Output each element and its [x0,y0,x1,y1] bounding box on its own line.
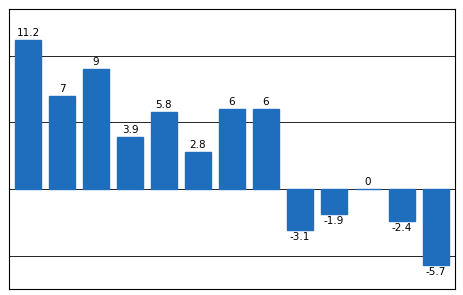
Text: 9: 9 [93,57,99,67]
Bar [151,112,176,189]
Bar [422,189,448,265]
Bar [49,96,75,189]
Bar [320,189,346,214]
Text: 0: 0 [364,177,370,187]
Bar [185,152,210,189]
Bar [253,109,278,189]
Text: -3.1: -3.1 [289,232,310,242]
Bar [117,137,143,189]
Bar [15,40,41,189]
Bar [388,189,414,221]
Text: -1.9: -1.9 [323,216,344,226]
Text: 6: 6 [228,97,235,107]
Text: 5.8: 5.8 [156,100,172,110]
Text: 3.9: 3.9 [121,125,138,135]
Text: 2.8: 2.8 [189,140,206,150]
Text: -2.4: -2.4 [391,223,411,233]
Text: 11.2: 11.2 [16,27,39,37]
Bar [83,69,108,189]
Text: -5.7: -5.7 [425,267,445,277]
Bar [219,109,244,189]
Bar [287,189,312,230]
Text: 6: 6 [262,97,269,107]
Text: 7: 7 [58,83,65,94]
